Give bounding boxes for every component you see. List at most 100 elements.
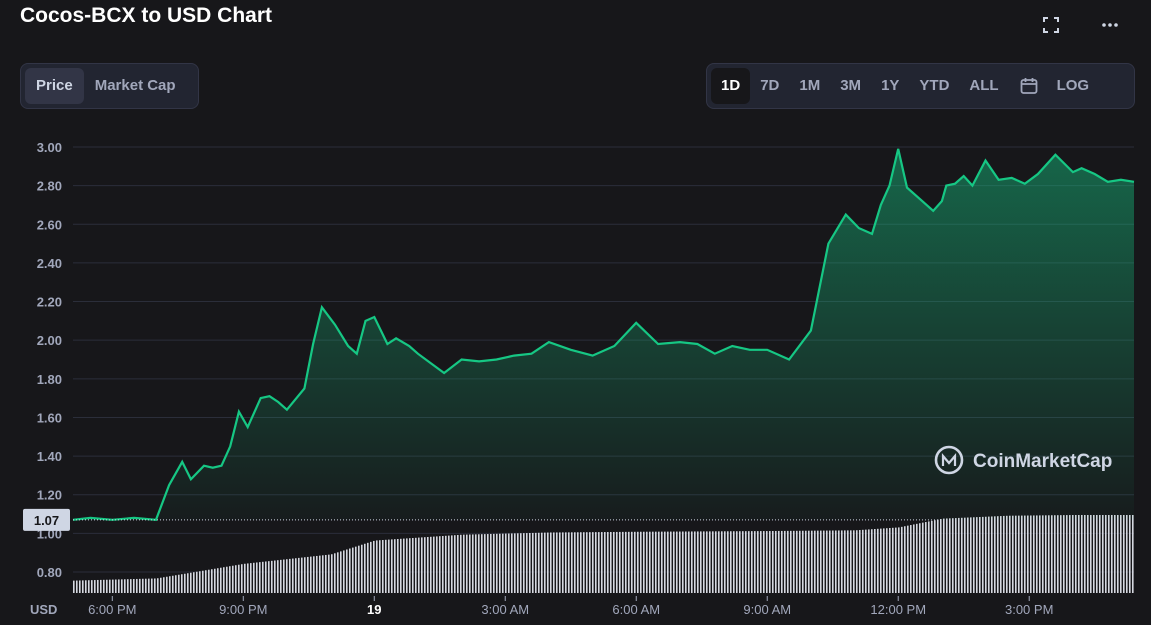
volume-bar: [445, 535, 447, 593]
volume-bar: [811, 530, 813, 593]
volume-bar: [1027, 515, 1029, 593]
volume-bar: [511, 533, 513, 593]
volume-bar: [352, 547, 354, 593]
price-chart[interactable]: 3.00 2.80 2.60 2.40 2.20 2.00 1.80 1.60 1.40 1.20…: [0, 115, 1151, 625]
volume-bar: [1060, 515, 1062, 593]
volume-bar: [634, 531, 636, 593]
volume-bar: [919, 523, 921, 593]
volume-bar: [370, 541, 372, 593]
x-tick-label: 6:00 PM: [88, 602, 136, 617]
volume-bar: [82, 580, 84, 593]
volume-bar: [349, 548, 351, 593]
volume-bar: [712, 531, 714, 593]
volume-bar: [778, 530, 780, 593]
volume-bar: [217, 568, 219, 593]
tab-market-cap[interactable]: Market Cap: [94, 77, 176, 94]
volume-bar: [784, 530, 786, 593]
volume-bar: [190, 572, 192, 593]
volume-bar: [1000, 516, 1002, 593]
volume-bar: [160, 577, 162, 593]
more-horizontal-icon[interactable]: [1097, 12, 1123, 38]
volume-bar: [613, 531, 615, 593]
volume-bar: [727, 531, 729, 593]
volume-bar: [433, 536, 435, 593]
volume-bar: [628, 531, 630, 593]
volume-bar: [700, 531, 702, 593]
volume-bar: [355, 546, 357, 593]
volume-bar: [430, 536, 432, 593]
volume-bar: [1051, 515, 1053, 593]
volume-bar: [415, 537, 417, 593]
volume-bar: [124, 579, 126, 593]
volume-bar: [748, 531, 750, 593]
volume-bar: [874, 529, 876, 593]
y-tick-label: 2.00: [37, 333, 62, 348]
volume-bar: [1105, 515, 1107, 593]
volume-bar: [493, 533, 495, 593]
fullscreen-icon[interactable]: [1038, 12, 1064, 38]
volume-bar: [652, 531, 654, 593]
coinmarketcap-logo: [934, 445, 964, 475]
x-tick-label: 9:00 PM: [219, 602, 267, 617]
range-all[interactable]: ALL: [969, 77, 999, 94]
range-1m[interactable]: 1M: [799, 77, 821, 94]
volume-bar: [76, 580, 78, 593]
volume-bar: [1024, 515, 1026, 593]
volume-bar: [589, 532, 591, 593]
volume-bar: [397, 538, 399, 593]
volume-bar: [256, 562, 258, 593]
log-scale-toggle[interactable]: LOG: [1056, 77, 1090, 94]
volume-bar: [448, 535, 450, 593]
volume-bar: [1021, 515, 1023, 593]
volume-bar: [739, 531, 741, 593]
volume-bar: [958, 517, 960, 593]
volume-bar: [238, 564, 240, 593]
volume-bar: [1123, 515, 1125, 593]
volume-bar: [571, 532, 573, 593]
volume-bar: [1006, 515, 1008, 593]
volume-bar: [730, 531, 732, 593]
tab-price[interactable]: Price: [25, 68, 84, 104]
volume-bar: [196, 571, 198, 593]
range-1d[interactable]: 1D: [711, 68, 751, 104]
volume-bar: [1054, 515, 1056, 593]
range-1y[interactable]: 1Y: [881, 77, 900, 94]
volume-bar: [100, 579, 102, 593]
volume-bar: [886, 528, 888, 593]
volume-bar: [304, 557, 306, 593]
volume-bar: [922, 522, 924, 593]
volume-bar: [865, 529, 867, 593]
volume-bar: [808, 530, 810, 593]
volume-bar: [868, 529, 870, 593]
y-tick-label: 1.60: [37, 410, 62, 425]
volume-bar: [850, 530, 852, 593]
x-tick-label: 9:00 AM: [743, 602, 791, 617]
volume-bar: [820, 530, 822, 593]
volume-bar: [484, 534, 486, 593]
volume-bar: [181, 574, 183, 593]
volume-bar: [751, 531, 753, 593]
range-7d[interactable]: 7D: [760, 77, 780, 94]
volume-bar: [208, 569, 210, 593]
volume-bar: [424, 537, 426, 593]
volume-bar: [706, 531, 708, 593]
volume-bar: [1126, 515, 1128, 593]
volume-bar: [532, 532, 534, 593]
volume-bar: [934, 520, 936, 593]
volume-bar: [235, 565, 237, 593]
volume-bar: [388, 539, 390, 593]
volume-bar: [790, 530, 792, 593]
volume-bar: [583, 532, 585, 593]
volume-bar: [643, 531, 645, 593]
volume-bar: [115, 579, 117, 593]
volume-bar: [1114, 515, 1116, 593]
volume-bar: [1108, 515, 1110, 593]
volume-bar: [121, 579, 123, 593]
volume-bar: [847, 530, 849, 593]
volume-bar: [520, 533, 522, 593]
range-3m[interactable]: 3M: [840, 77, 862, 94]
range-ytd[interactable]: YTD: [919, 77, 950, 94]
volume-bar: [436, 536, 438, 593]
calendar-icon[interactable]: [1009, 68, 1049, 104]
volume-bar: [550, 532, 552, 593]
